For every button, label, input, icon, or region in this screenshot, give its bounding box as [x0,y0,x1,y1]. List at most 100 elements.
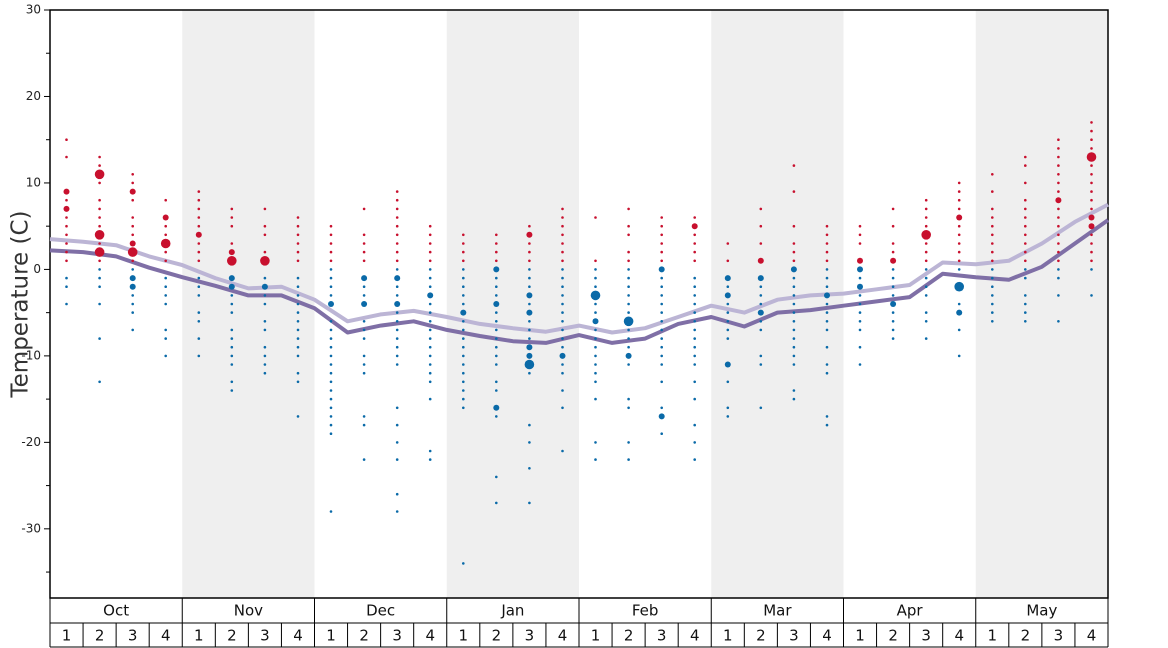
cold-temperature-point [131,294,134,297]
cold-temperature-point [693,294,696,297]
cold-temperature-point [230,311,234,314]
cold-temperature-point [991,294,994,297]
cold-temperature-point [98,276,101,280]
cold-temperature-point [924,276,928,280]
warm-temperature-point [858,224,862,228]
cold-temperature-point [891,268,895,271]
cold-temperature-point [495,363,498,366]
cold-temperature-point [395,458,399,461]
y-tick-label: -10 [21,348,41,362]
cold-temperature-point [625,352,632,359]
cold-temperature-point [261,283,268,290]
cold-temperature-point [230,380,234,384]
cold-temperature-point [660,406,663,410]
month-label: Nov [234,602,263,620]
week-label: 1 [723,627,733,645]
cold-temperature-point [792,345,796,349]
week-label: 2 [492,627,502,645]
cold-temperature-point [495,415,498,418]
warm-temperature-point [991,207,994,211]
warm-temperature-point [660,259,663,263]
cold-temperature-point [395,285,399,289]
cold-temperature-point [594,458,597,461]
cold-temperature-point [362,337,366,340]
cold-temperature-point [891,276,895,280]
week-label: 3 [525,627,535,645]
cold-temperature-point [1024,302,1027,306]
cold-temperature-point [329,294,333,297]
cold-temperature-point [428,337,432,340]
warm-temperature-point [98,259,101,263]
warm-temperature-point [395,198,399,202]
warm-temperature-point [428,224,432,228]
warm-temperature-point [395,207,399,211]
series-line-lower [49,218,1110,345]
cold-temperature-point [164,328,167,332]
warm-temperature-point [561,207,564,211]
warm-temperature-point [1024,233,1027,237]
warm-temperature-point [957,233,961,237]
warm-temperature-point [197,198,201,202]
warm-temperature-point [561,250,564,254]
warm-temperature-point [924,242,928,245]
warm-temperature-point [528,242,531,245]
cold-temperature-point [164,285,167,289]
cold-temperature-point [495,354,498,358]
warm-temperature-point [197,224,201,228]
cold-temperature-point [428,302,432,306]
warm-temperature-point [594,259,597,263]
warm-temperature-point [94,247,105,257]
cold-temperature-point [428,363,432,366]
cold-temperature-point [561,328,564,332]
cold-temperature-point [230,345,234,349]
cold-temperature-point [759,302,763,306]
warm-temperature-point [792,250,796,254]
cold-temperature-point [724,275,731,282]
warm-temperature-point [924,250,928,254]
warm-temperature-point [495,250,498,254]
cold-temperature-point [526,344,533,351]
warm-temperature-point [362,207,366,211]
warm-temperature-point [526,231,533,238]
warm-temperature-point [263,224,267,228]
cold-temperature-point [627,345,630,349]
cold-temperature-point [495,320,498,323]
warm-temperature-point [660,250,663,254]
warm-temperature-point [65,250,68,254]
cold-temperature-point [362,458,366,461]
cold-temperature-point [594,345,597,349]
warm-temperature-point [991,190,994,193]
warm-temperature-point [1057,216,1060,219]
warm-temperature-point [162,214,169,221]
warm-temperature-point [129,188,136,195]
cold-temperature-point [991,285,994,289]
week-label: 2 [888,627,898,645]
cold-temperature-point [991,320,994,323]
cold-temperature-point [395,354,399,358]
warm-temperature-point [131,198,134,202]
cold-temperature-point [526,292,533,299]
cold-temperature-point [495,276,498,280]
warm-temperature-point [197,216,201,219]
warm-temperature-point [627,233,630,237]
cold-temperature-point [792,328,796,332]
warm-temperature-point [825,224,829,228]
cold-temperature-point [693,276,696,280]
cold-temperature-point [759,354,763,358]
cold-temperature-point [495,380,498,384]
cold-temperature-point [561,320,564,323]
cold-temperature-point [693,458,696,461]
warm-temperature-point [131,233,134,237]
cold-temperature-point [757,309,764,316]
warm-temperature-point [528,250,531,254]
cold-temperature-point [164,337,167,340]
warm-temperature-point [63,205,70,212]
cold-temperature-point [594,276,597,280]
warm-temperature-point [924,207,928,211]
warm-temperature-point [1024,164,1027,167]
warm-temperature-point [197,207,201,211]
warm-temperature-point [1086,152,1097,162]
y-tick-label: 10 [26,175,41,189]
warm-temperature-point [395,224,399,228]
